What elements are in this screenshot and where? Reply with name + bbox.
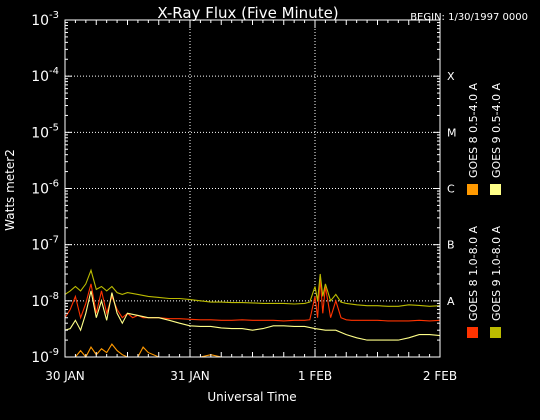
class-label: B <box>447 239 455 252</box>
legend-swatch <box>467 184 478 195</box>
class-label: M <box>447 126 457 139</box>
y-tick-label: 10-3 <box>31 10 59 29</box>
y-axis-label: Watts meter2 <box>3 149 17 231</box>
x-tick-label: 31 JAN <box>170 369 210 383</box>
legend-label: GOES 9 1.0-8.0 A <box>490 225 503 321</box>
flare-class-labels: A B C M X <box>447 70 457 308</box>
y-tick-label: 10-4 <box>31 66 59 85</box>
class-label: A <box>447 295 455 308</box>
legend-swatch <box>490 327 501 338</box>
y-tick-labels: 10-9 10-8 10-7 10-6 10-5 10-4 10-3 <box>31 10 59 366</box>
x-tick-label: 1 FEB <box>298 369 332 383</box>
begin-label: BEGIN: 1/30/1997 0000 <box>410 12 528 23</box>
y-tick-label: 10-9 <box>31 347 59 366</box>
axis-ticks <box>64 19 441 358</box>
grid-lines <box>65 20 440 357</box>
x-tick-label: 2 FEB <box>423 369 457 383</box>
x-axis-label: Universal Time <box>207 390 296 404</box>
x-tick-labels: 30 JAN 31 JAN 1 FEB 2 FEB <box>45 369 457 383</box>
y-tick-label: 10-8 <box>31 291 59 310</box>
y-tick-label: 10-7 <box>31 235 59 254</box>
legend-label: GOES 9 0.5-4.0 A <box>490 82 503 178</box>
chart-title: X-Ray Flux (Five Minute) <box>157 4 338 22</box>
legend-label: GOES 8 0.5-4.0 A <box>467 82 480 178</box>
legend-swatch <box>467 327 478 338</box>
x-tick-label: 30 JAN <box>45 369 85 383</box>
y-tick-label: 10-6 <box>31 179 59 198</box>
class-label: C <box>447 183 455 196</box>
legend: GOES 8 1.0-8.0 A GOES 8 0.5-4.0 A GOES 9 1… <box>467 82 503 338</box>
class-label: X <box>447 70 455 83</box>
series-line <box>64 268 441 307</box>
legend-label: GOES 8 1.0-8.0 A <box>467 225 480 321</box>
y-tick-label: 10-5 <box>31 122 59 141</box>
legend-swatch <box>490 184 501 195</box>
series-line <box>64 290 441 341</box>
